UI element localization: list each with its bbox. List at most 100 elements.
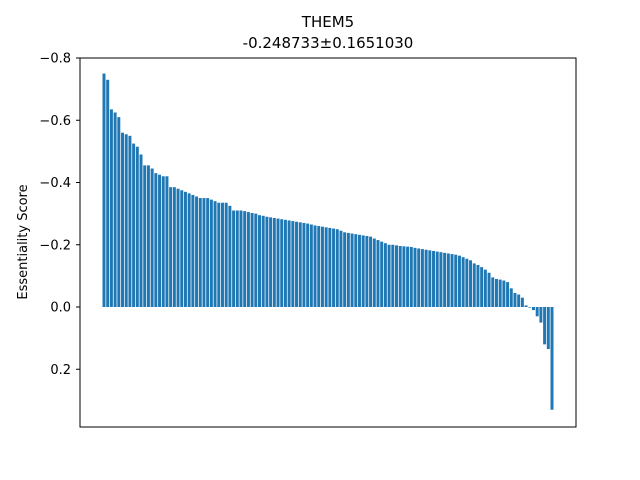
bar (432, 250, 435, 307)
bar (539, 307, 543, 323)
y-axis: −0.8 −0.6 −0.4 −0.2 0.0 0.2 (39, 52, 80, 378)
bar (209, 199, 213, 307)
bar (313, 225, 317, 307)
bar (491, 277, 495, 307)
bar (280, 219, 284, 307)
bar (165, 176, 169, 307)
bar (420, 249, 424, 307)
bar (276, 218, 280, 307)
bar (106, 79, 110, 307)
bar (335, 229, 339, 307)
bar (357, 234, 361, 307)
bar (457, 255, 461, 307)
bar (380, 241, 384, 307)
bar (306, 223, 310, 307)
bar (172, 187, 176, 307)
bar (524, 305, 528, 307)
y-tick-label: −0.4 (39, 176, 71, 191)
bar (302, 222, 306, 307)
bar (369, 236, 373, 307)
bar (235, 210, 239, 307)
bar (295, 221, 299, 307)
bar (372, 238, 376, 307)
bar (191, 194, 195, 307)
chart-subtitle: -0.248733±0.1651030 (243, 34, 414, 52)
bar (121, 132, 124, 307)
bar (246, 212, 250, 307)
bar (413, 247, 417, 307)
bar (528, 307, 532, 308)
bar (498, 279, 502, 307)
bar (324, 227, 328, 307)
bar (517, 294, 521, 307)
bar (272, 217, 276, 307)
bar (383, 243, 387, 307)
bar (417, 248, 421, 307)
bar (232, 210, 236, 307)
bar (320, 226, 324, 307)
bar (150, 168, 154, 307)
y-tick-label: 0.2 (50, 363, 71, 378)
bar (180, 190, 184, 307)
bar (535, 307, 539, 317)
bar (409, 246, 413, 307)
bar (113, 112, 117, 307)
bar (183, 191, 187, 307)
bar (154, 173, 158, 307)
bar (243, 211, 247, 307)
bar (543, 307, 547, 345)
chart-title: THEM5 (301, 13, 354, 31)
bar (128, 135, 132, 307)
bar (391, 244, 395, 307)
bar (213, 201, 217, 307)
bar (332, 228, 336, 307)
bar (346, 232, 350, 307)
bar (398, 246, 402, 307)
bar (454, 254, 458, 307)
bar (132, 143, 136, 307)
plot-frame (79, 57, 577, 428)
bar (169, 187, 173, 307)
bar (465, 258, 469, 307)
bar (395, 245, 398, 307)
bar (124, 134, 128, 307)
bar (435, 251, 439, 307)
bar (483, 269, 487, 307)
bar (476, 264, 480, 307)
bar (135, 146, 139, 307)
bar (376, 240, 380, 307)
bar (291, 221, 295, 307)
bar (494, 278, 498, 307)
bar (502, 280, 506, 307)
bar (343, 232, 347, 307)
bar (239, 210, 243, 307)
bar (317, 226, 321, 307)
bar (361, 235, 365, 307)
y-tick-label: −0.2 (39, 238, 71, 253)
bar (217, 202, 221, 307)
bar (339, 230, 343, 307)
bar (161, 176, 165, 307)
bar (469, 260, 473, 307)
bar (350, 233, 354, 307)
bar (365, 236, 369, 307)
bar (550, 307, 554, 410)
bar (509, 288, 513, 307)
bar (146, 165, 150, 307)
bar (283, 219, 287, 307)
bar (439, 252, 443, 307)
bar (428, 250, 432, 307)
bar (228, 205, 232, 307)
bar (269, 217, 273, 307)
bar (224, 202, 228, 307)
bar (472, 263, 476, 307)
bar (309, 224, 313, 307)
bar (506, 282, 510, 307)
bar (187, 193, 191, 307)
bar (546, 307, 550, 350)
bar (487, 272, 491, 307)
bar (158, 174, 162, 307)
bar (250, 213, 254, 307)
y-tick-label: 0.0 (50, 301, 71, 316)
